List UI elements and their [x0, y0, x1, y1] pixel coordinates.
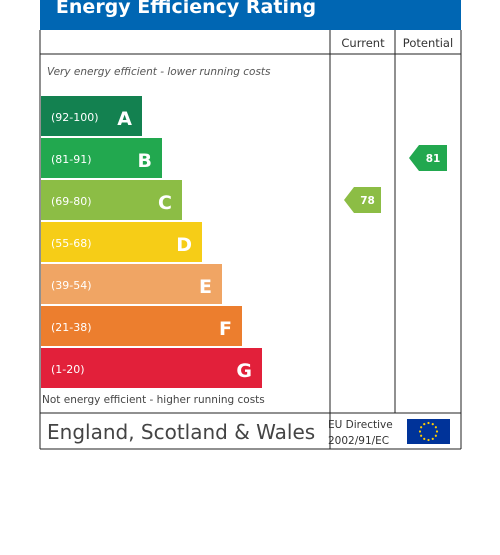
eu-star	[427, 421, 430, 425]
potential-column-header: Potential	[403, 36, 453, 50]
band-e-range: (39-54)	[51, 279, 92, 292]
potential-rating-value: 81	[426, 153, 441, 165]
chart-title: Energy Efficiency Rating	[56, 0, 316, 18]
title-banner	[40, 0, 461, 30]
band-d-range: (55-68)	[51, 237, 92, 250]
rating-bands: (92-100) A (81-91) B (69-80) C (55-68) D (39-54)…	[41, 96, 262, 388]
eu-star	[434, 426, 437, 429]
band-c-range: (69-80)	[51, 195, 92, 208]
eu-flag-icon	[407, 419, 450, 444]
top-note: Very energy efficient - lower running co…	[47, 66, 271, 78]
band-f-range: (21-38)	[51, 321, 92, 334]
table-frame	[39, 30, 462, 450]
band-f-bar	[41, 306, 242, 346]
current-rating-value: 78	[360, 195, 375, 207]
bottom-note: Not energy efficient - higher running co…	[42, 394, 265, 406]
band-d-bar	[41, 222, 202, 262]
eu-star	[423, 437, 426, 440]
eu-directive-line1: EU Directive	[328, 419, 393, 431]
eu-star	[420, 426, 423, 429]
band-b-letter: B	[138, 150, 152, 172]
band-a-letter: A	[117, 108, 132, 130]
potential-rating-arrow	[409, 145, 447, 171]
eu-directive-line2: 2002/91/EC	[328, 435, 389, 447]
eu-star	[418, 430, 422, 433]
band-c-bar	[41, 180, 182, 220]
band-c-letter: C	[158, 192, 172, 214]
band-e-letter: E	[199, 276, 212, 298]
band-e-bar	[41, 264, 222, 304]
band-a-range: (92-100)	[51, 111, 99, 124]
eu-star	[431, 437, 434, 440]
band-d-letter: D	[176, 234, 192, 256]
eu-star	[431, 423, 434, 426]
eu-star	[434, 434, 437, 437]
rating-markers: 78 81	[344, 145, 447, 213]
region-label: England, Scotland & Wales	[47, 420, 315, 444]
eu-star	[423, 423, 426, 426]
band-f-letter: F	[219, 318, 232, 340]
eu-star	[427, 438, 430, 442]
band-g-range: (1-20)	[51, 363, 85, 376]
current-rating-arrow	[344, 187, 381, 213]
eu-star	[435, 430, 439, 433]
current-column-header: Current	[341, 36, 385, 50]
band-b-bar	[41, 138, 162, 178]
band-b-range: (81-91)	[51, 153, 92, 166]
eu-star	[420, 434, 423, 437]
band-a-bar	[41, 96, 142, 136]
band-g-letter: G	[236, 360, 252, 382]
band-g-bar	[41, 348, 262, 388]
